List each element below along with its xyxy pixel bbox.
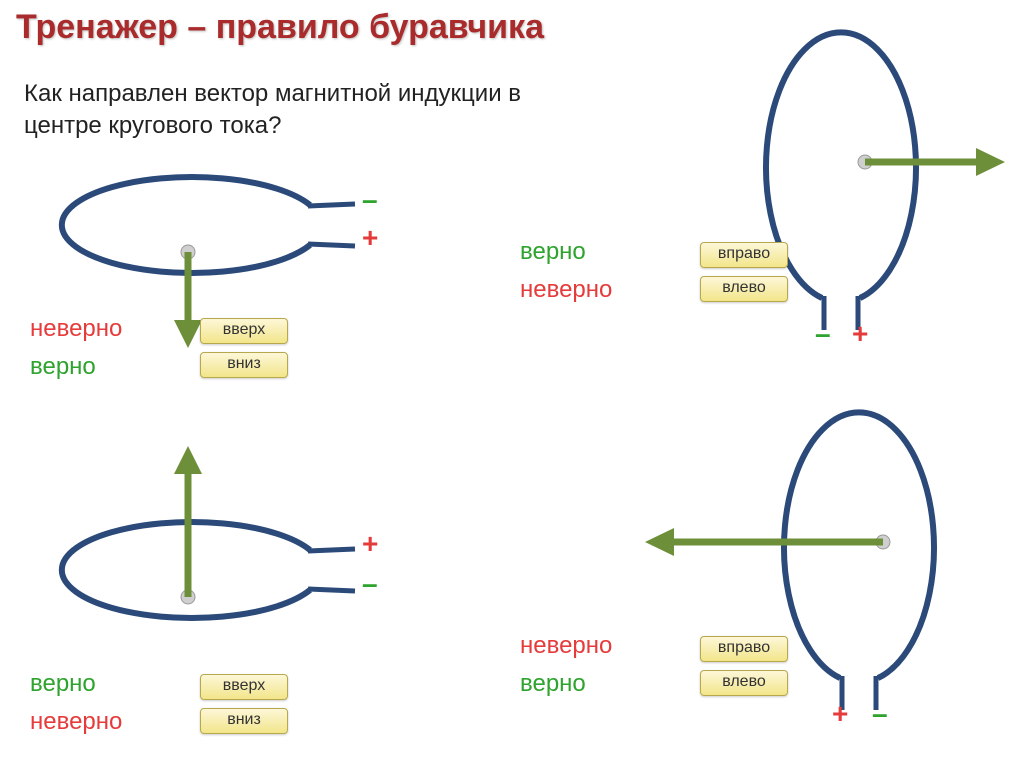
btn-right[interactable]: вправо xyxy=(700,636,788,662)
btn-left[interactable]: влево xyxy=(700,276,788,302)
loop-diagram-3 xyxy=(30,430,450,640)
btn-right[interactable]: вправо xyxy=(700,242,788,268)
plus-sign: + xyxy=(362,528,378,560)
plus-sign: + xyxy=(832,698,848,730)
feedback-correct: верно xyxy=(520,238,612,266)
panel-3: + – xyxy=(30,430,450,690)
plus-sign: + xyxy=(852,318,868,350)
minus-sign: – xyxy=(362,568,378,600)
feedback-wrong: неверно xyxy=(520,632,612,660)
feedback-correct: верно xyxy=(30,353,122,381)
btn-up[interactable]: вверх xyxy=(200,674,288,700)
btn-down[interactable]: вниз xyxy=(200,352,288,378)
minus-sign: – xyxy=(815,318,831,350)
question-text: Как направлен вектор магнитной индукции … xyxy=(24,78,584,143)
feedback-wrong: неверно xyxy=(520,276,612,304)
feedback-correct: верно xyxy=(30,670,122,698)
page-title: Тренажер – правило буравчика xyxy=(16,8,544,47)
feedback-wrong: неверно xyxy=(30,315,122,343)
loop-diagram-4 xyxy=(600,400,1020,710)
panel-4: + – xyxy=(600,400,1020,730)
feedback-wrong: неверно xyxy=(30,708,122,736)
plus-sign: + xyxy=(362,222,378,254)
btn-up[interactable]: вверх xyxy=(200,318,288,344)
feedback-correct: верно xyxy=(520,670,612,698)
minus-sign: – xyxy=(872,698,888,730)
minus-sign: – xyxy=(362,184,378,216)
btn-down[interactable]: вниз xyxy=(200,708,288,734)
btn-left[interactable]: влево xyxy=(700,670,788,696)
